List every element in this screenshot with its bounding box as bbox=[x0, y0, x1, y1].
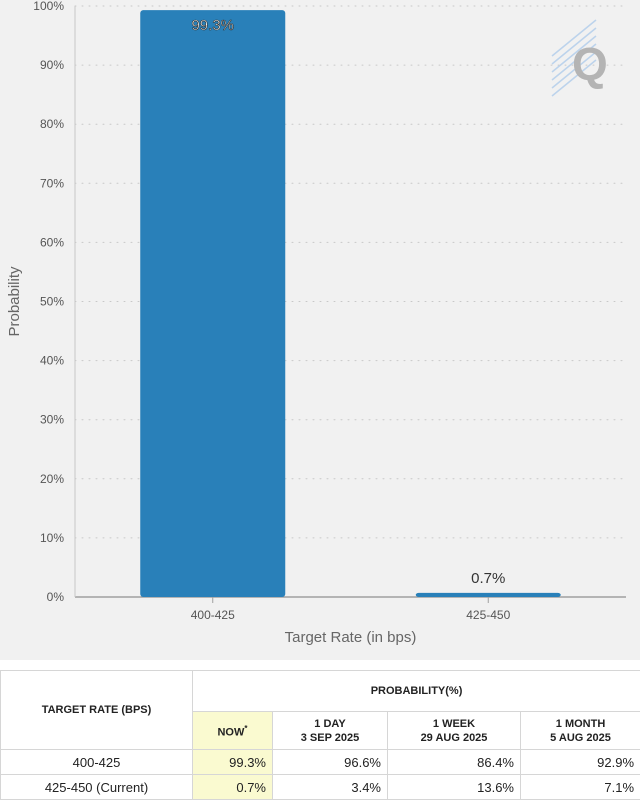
y-tick-label: 10% bbox=[40, 531, 64, 545]
y-tick-label: 40% bbox=[40, 354, 64, 368]
row-label: 425-450 (Current) bbox=[0, 774, 193, 800]
y-tick-label: 80% bbox=[40, 117, 64, 131]
watermark-q-glyph: Q bbox=[572, 38, 608, 90]
data-label: 0.7% bbox=[471, 570, 505, 587]
column-header-line1: 1 DAY bbox=[314, 717, 346, 730]
probability-cell: 7.1% bbox=[519, 774, 640, 800]
bar-425-450[interactable] bbox=[415, 592, 561, 597]
column-header-line1: NOW bbox=[217, 726, 245, 739]
y-tick-label: 60% bbox=[40, 235, 64, 249]
column-header-line1: 1 MONTH bbox=[555, 717, 606, 730]
y-axis-title: Probability bbox=[6, 266, 23, 337]
column-header-line2: 5 AUG 2025 bbox=[550, 731, 611, 744]
column-header-1: 1 DAY 3 SEP 2025 bbox=[272, 711, 388, 750]
y-tick-label: 90% bbox=[40, 58, 64, 72]
x-tick-label: 400-425 bbox=[191, 608, 235, 622]
probability-table-section: TARGET RATE (BPS) PROBABILITY(%) NOW* 1 D… bbox=[0, 670, 640, 800]
y-tick-label: 20% bbox=[40, 472, 64, 486]
probability-cell: 3.4% bbox=[272, 774, 388, 800]
probability-header: PROBABILITY(%) bbox=[191, 670, 640, 712]
column-header-0: NOW* bbox=[192, 711, 273, 750]
probability-table: TARGET RATE (BPS) PROBABILITY(%) NOW* 1 D… bbox=[0, 670, 640, 800]
probability-cell: 86.4% bbox=[387, 749, 521, 775]
column-header-line2: 3 SEP 2025 bbox=[300, 731, 360, 744]
probability-chart: 0% 10% 20% 30% 40% 50% 60% 70% 80% 90% 100% 99.3% 0… bbox=[0, 0, 640, 660]
y-tick-labels: 0% 10% 20% 30% 40% 50% 60% 70% 80% 90% 100% bbox=[33, 0, 64, 604]
target-rate-header: TARGET RATE (BPS) bbox=[0, 670, 193, 750]
column-header-2: 1 WEEK 29 AUG 2025 bbox=[387, 711, 521, 750]
probability-cell: 92.9% bbox=[519, 749, 640, 775]
column-header-line2: 29 AUG 2025 bbox=[420, 731, 488, 744]
watermark-logo: Q bbox=[551, 19, 608, 97]
probability-cell: 13.6% bbox=[387, 774, 521, 800]
row-label: 400-425 bbox=[0, 749, 193, 775]
table-body: 400-425 99.3% 96.6% 86.4% 92.9% 425-450 (Curr… bbox=[0, 749, 640, 800]
y-tick-label: 70% bbox=[40, 176, 64, 190]
bar-400-425[interactable] bbox=[140, 10, 286, 597]
table-row: 425-450 (Current) 0.7% 3.4% 13.6% 7.1% bbox=[0, 774, 640, 800]
x-tick-labels: 400-425 425-450 bbox=[191, 597, 511, 622]
column-header-3: 1 MONTH 5 AUG 2025 bbox=[519, 711, 640, 750]
probability-cell: 99.3% bbox=[192, 749, 273, 775]
probability-cell: 96.6% bbox=[272, 749, 388, 775]
y-tick-label: 0% bbox=[47, 590, 65, 604]
probability-cell: 0.7% bbox=[192, 774, 273, 800]
data-label: 99.3% bbox=[191, 17, 234, 34]
x-tick-label: 425-450 bbox=[466, 608, 510, 622]
y-tick-label: 100% bbox=[33, 0, 64, 13]
column-header-line1: 1 WEEK bbox=[432, 717, 476, 730]
watermark-stripes bbox=[551, 19, 597, 97]
y-tick-label: 50% bbox=[40, 295, 64, 309]
x-axis-title: Target Rate (in bps) bbox=[285, 629, 417, 646]
chart-canvas: 0% 10% 20% 30% 40% 50% 60% 70% 80% 90% 100% 99.3% 0… bbox=[6, 0, 627, 646]
column-header-footnote-mark: * bbox=[244, 723, 248, 733]
bars: 99.3% 0.7% bbox=[140, 10, 561, 597]
table-row: 400-425 99.3% 96.6% 86.4% 92.9% bbox=[0, 749, 640, 775]
y-tick-label: 30% bbox=[40, 413, 64, 427]
